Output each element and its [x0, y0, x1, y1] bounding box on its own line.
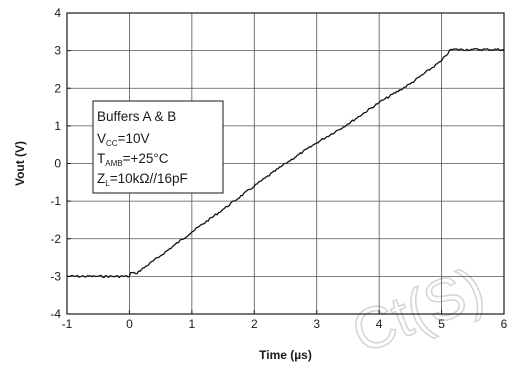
- x-tick-label-5: 4: [376, 317, 383, 331]
- y-tick-label-1: -3: [50, 269, 61, 283]
- x-tick-label-4: 3: [313, 317, 320, 331]
- legend-title: Buffers A & B: [97, 109, 176, 124]
- x-axis-label: Time (µs): [259, 348, 312, 362]
- legend-line-1: TAMB=+25°C: [97, 151, 169, 168]
- legend: Buffers A & B VCC=10V TAMB=+25°C ZL=10kΩ//…: [92, 100, 224, 194]
- y-axis-label: Vout (V): [13, 141, 27, 186]
- legend-box: [92, 100, 224, 194]
- series-group: [66, 47, 505, 279]
- y-tick-label-6: 2: [54, 81, 61, 95]
- y-tick-label-2: -2: [50, 232, 61, 246]
- x-tick-label-0: -1: [62, 317, 73, 331]
- x-tick-label-3: 2: [251, 317, 258, 331]
- series-line-0: [66, 47, 505, 279]
- x-tick-label-1: 0: [126, 317, 133, 331]
- x-tick-label-6: 5: [438, 317, 445, 331]
- y-tick-label-0: -4: [50, 307, 61, 321]
- watermark-text: Ct(S): [343, 255, 493, 366]
- y-tick-label-7: 3: [54, 44, 61, 58]
- y-tick-label-8: 4: [54, 6, 61, 20]
- x-axis-ticks: -1 0 1 2 3 4 5 6: [62, 310, 508, 331]
- legend-line-0: VCC=10V: [97, 131, 149, 148]
- x-tick-label-7: 6: [501, 317, 508, 331]
- y-tick-label-4: 0: [54, 157, 61, 171]
- y-axis-ticks: -4 -3 -2 -1 0 1 2 3 4: [50, 6, 71, 321]
- watermark: Ct(S): [342, 254, 493, 367]
- y-tick-label-5: 1: [54, 119, 61, 133]
- y-tick-label-3: -1: [50, 194, 61, 208]
- x-tick-label-2: 1: [189, 317, 196, 331]
- legend-line-2: ZL=10kΩ//16pF: [97, 171, 188, 188]
